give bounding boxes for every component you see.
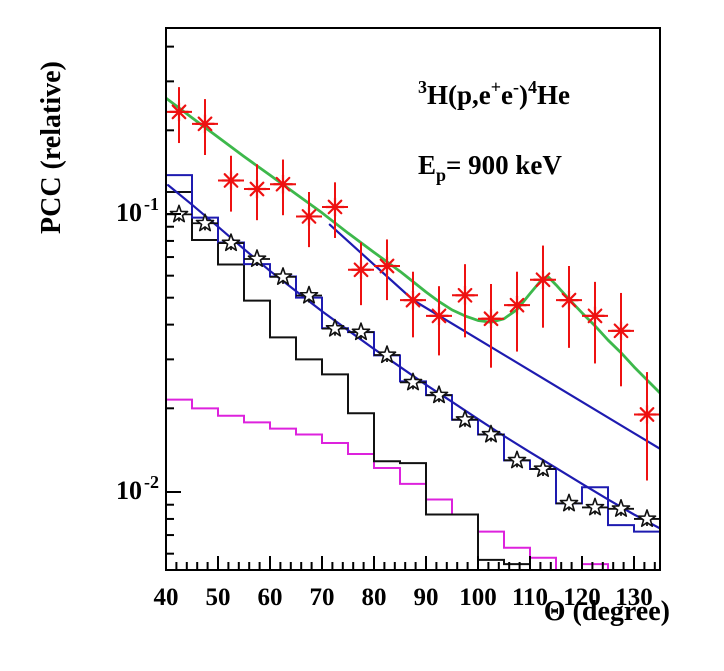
- experimental-data-group: [167, 87, 659, 481]
- asterisk-marker: [532, 269, 554, 290]
- magenta-histogram: [167, 398, 609, 569]
- asterisk-marker: [558, 290, 580, 311]
- asterisk-marker: [246, 178, 268, 200]
- asterisk-marker: [350, 259, 372, 280]
- black-histogram: [167, 190, 531, 569]
- asterisk-marker: [610, 320, 632, 341]
- x-tick-label: 110: [512, 584, 548, 611]
- x-axis-title: Θ (degree): [543, 596, 670, 627]
- open-star-marker: [507, 450, 527, 469]
- reaction-part: +: [490, 77, 502, 97]
- reaction-part: 4: [528, 77, 537, 97]
- open-star-marker: [403, 372, 423, 391]
- x-tick-label: 60: [258, 584, 283, 611]
- reaction-annotation: 3H(p,e+e-)4He: [418, 77, 570, 111]
- open-star-marker: [533, 459, 553, 478]
- asterisk-marker: [506, 295, 528, 316]
- x-tick-label: 100: [459, 584, 497, 611]
- asterisk-marker: [194, 113, 216, 134]
- open-star-marker: [559, 493, 579, 512]
- open-star-marker: [247, 249, 267, 268]
- open-star-marker: [273, 267, 293, 285]
- e1-direct-line: [328, 223, 659, 450]
- open-star-marker: [377, 345, 397, 364]
- open-star-marker: [351, 322, 371, 341]
- y-tick-label-1e-1: 10 -1: [116, 194, 159, 227]
- axes-frame: 40 50 60 70 80 90 100 110 120 130: [154, 27, 661, 611]
- open-star-marker: [325, 318, 345, 337]
- x-tick-label: 130: [615, 584, 653, 611]
- e0-fit-line: [167, 184, 659, 530]
- x-tick-label: 80: [362, 584, 387, 611]
- asterisk-marker: [402, 290, 424, 311]
- reaction-part: H(p,e: [427, 80, 491, 110]
- x-tick-label: 70: [310, 584, 335, 611]
- x-tick-label: 90: [414, 584, 439, 611]
- open-star-marker: [611, 499, 631, 517]
- asterisk-marker: [324, 196, 346, 218]
- open-star-marker: [221, 233, 241, 252]
- asterisk-marker: [272, 174, 294, 195]
- x-tick-label: 50: [206, 584, 231, 611]
- open-star-marker: [585, 497, 605, 516]
- asterisk-marker: [584, 305, 606, 326]
- reaction-part: He: [537, 80, 570, 110]
- reaction-part: 3: [418, 77, 427, 97]
- energy-part: p: [436, 165, 447, 185]
- open-star-marker: [481, 424, 501, 443]
- open-star-marker: [637, 509, 657, 528]
- reaction-part: e: [501, 80, 513, 110]
- asterisk-marker: [168, 101, 190, 122]
- energy-annotation: Ep= 900 keV: [418, 150, 562, 185]
- asterisk-marker: [376, 255, 398, 277]
- reaction-part: ): [519, 80, 528, 110]
- y-axis-title: PCC (relative): [36, 61, 67, 234]
- open-star-marker: [429, 385, 449, 404]
- y-tick-label-1e-2: 10 -2: [116, 472, 159, 505]
- asterisk-marker: [298, 206, 320, 227]
- open-star-marker: [195, 213, 215, 232]
- asterisk-marker: [428, 305, 450, 326]
- energy-part: E: [418, 150, 437, 180]
- plot-frame: [165, 27, 661, 571]
- open-star-marker: [299, 285, 319, 304]
- x-tick-label: 40: [154, 584, 179, 611]
- x-tick-label: 120: [563, 584, 601, 611]
- simulation-stars-group: [167, 204, 659, 528]
- asterisk-marker: [454, 285, 476, 306]
- data-layer: [167, 87, 659, 569]
- energy-part: = 900 keV: [446, 150, 562, 180]
- open-star-marker: [455, 409, 475, 428]
- asterisk-marker: [220, 170, 242, 191]
- blue-histogram: [167, 174, 659, 533]
- reaction-part: -: [513, 77, 519, 97]
- asterisk-marker: [636, 404, 658, 425]
- asterisk-marker: [480, 308, 502, 329]
